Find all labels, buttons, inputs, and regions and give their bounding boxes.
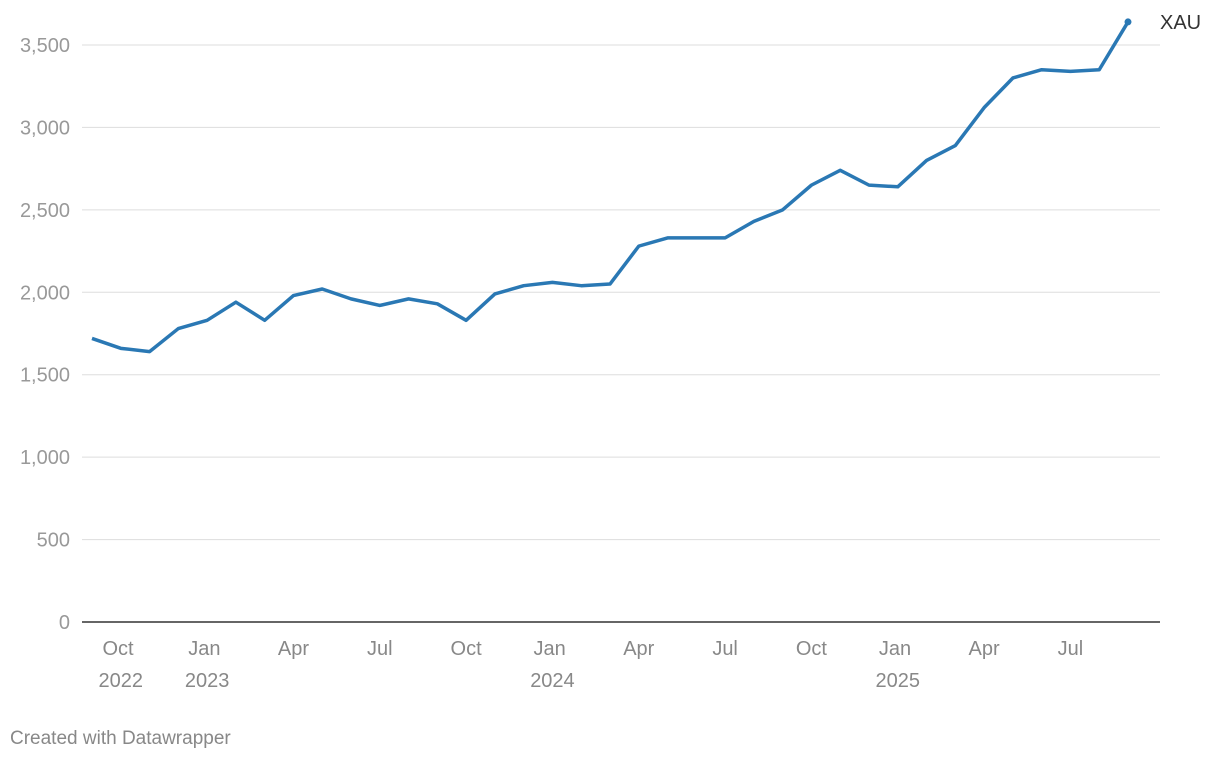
y-tick-label: 1,000 [20,447,70,469]
x-tick-label: Jul [712,638,738,660]
y-tick-label: 1,500 [20,365,70,387]
y-tick-label: 500 [37,530,70,552]
x-tick-label: Jul [367,638,393,660]
y-tick-label: 3,500 [20,35,70,57]
x-tick-label: Jul [1058,638,1084,660]
x-tick-label: Jan 2024 [530,638,575,692]
y-tick-label: 2,500 [20,200,70,222]
y-tick-label: 0 [59,612,70,634]
x-tick-label: Jan 2025 [876,638,921,692]
x-tick-label: Apr [969,638,1000,660]
line [91,21,1130,354]
x-tick-label: Apr [278,638,309,660]
end-point [1124,18,1132,26]
x-tick-label: Oct [796,638,828,660]
y-tick-label: 2,000 [20,282,70,304]
credit: Created with Datawrapper [10,728,231,749]
series-label: XAU [1160,12,1201,34]
x-tick-label: Apr [623,638,654,660]
x-tick-label: Oct 2022 [99,638,144,692]
x-tick-label: Jan 2023 [185,638,230,692]
x-tick-label: Oct [451,638,483,660]
y-tick-label: 3,000 [20,117,70,139]
